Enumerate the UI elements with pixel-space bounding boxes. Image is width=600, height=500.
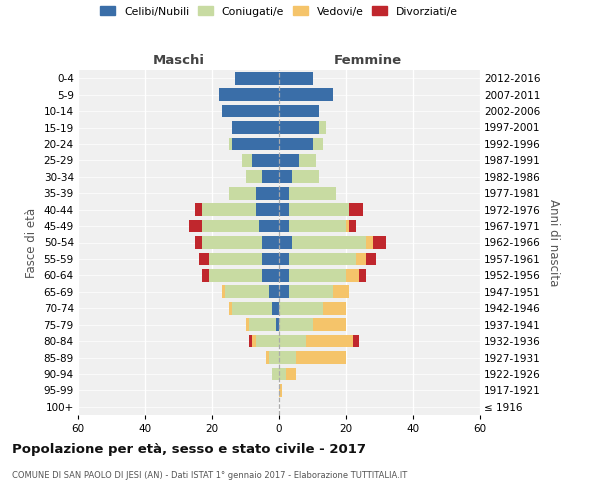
- Bar: [209, 269, 262, 282]
- Bar: [226, 286, 269, 298]
- Bar: [202, 236, 262, 249]
- Y-axis label: Anni di nascita: Anni di nascita: [547, 199, 560, 286]
- Bar: [235, 72, 279, 85]
- Bar: [232, 138, 279, 150]
- Bar: [188, 220, 202, 232]
- Bar: [232, 121, 279, 134]
- Bar: [292, 236, 366, 249]
- Text: Femmine: Femmine: [334, 54, 401, 68]
- Bar: [289, 220, 346, 232]
- Bar: [269, 351, 279, 364]
- Bar: [366, 236, 373, 249]
- Bar: [229, 302, 232, 314]
- Bar: [279, 368, 286, 380]
- Bar: [353, 334, 359, 347]
- Y-axis label: Fasce di età: Fasce di età: [25, 208, 38, 278]
- Bar: [209, 252, 262, 266]
- Bar: [289, 252, 356, 266]
- Bar: [279, 154, 299, 167]
- Bar: [262, 170, 279, 183]
- Bar: [279, 269, 289, 282]
- Text: Popolazione per età, sesso e stato civile - 2017: Popolazione per età, sesso e stato civil…: [12, 442, 366, 456]
- Bar: [292, 170, 319, 183]
- Bar: [359, 269, 366, 282]
- Bar: [346, 269, 359, 282]
- Bar: [289, 269, 346, 282]
- Bar: [256, 334, 279, 347]
- Bar: [222, 104, 279, 118]
- Bar: [252, 154, 279, 167]
- Bar: [279, 170, 292, 183]
- Bar: [299, 154, 316, 167]
- Bar: [306, 334, 353, 347]
- Bar: [256, 187, 279, 200]
- Bar: [245, 318, 249, 331]
- Text: Maschi: Maschi: [152, 54, 205, 68]
- Bar: [262, 269, 279, 282]
- Bar: [256, 203, 279, 216]
- Bar: [289, 203, 349, 216]
- Bar: [279, 351, 296, 364]
- Bar: [279, 88, 332, 101]
- Bar: [272, 368, 279, 380]
- Bar: [279, 138, 313, 150]
- Bar: [289, 286, 332, 298]
- Bar: [249, 334, 252, 347]
- Bar: [319, 121, 326, 134]
- Bar: [229, 138, 232, 150]
- Bar: [266, 351, 269, 364]
- Bar: [249, 318, 275, 331]
- Bar: [356, 252, 366, 266]
- Bar: [279, 187, 289, 200]
- Bar: [279, 286, 289, 298]
- Bar: [286, 368, 296, 380]
- Bar: [279, 334, 306, 347]
- Bar: [366, 252, 376, 266]
- Bar: [349, 220, 356, 232]
- Bar: [199, 252, 209, 266]
- Bar: [195, 236, 202, 249]
- Text: COMUNE DI SAN PAOLO DI JESI (AN) - Dati ISTAT 1° gennaio 2017 - Elaborazione TUT: COMUNE DI SAN PAOLO DI JESI (AN) - Dati …: [12, 471, 407, 480]
- Bar: [373, 236, 386, 249]
- Bar: [252, 334, 256, 347]
- Bar: [279, 121, 319, 134]
- Bar: [279, 384, 283, 397]
- Bar: [222, 286, 226, 298]
- Bar: [279, 220, 289, 232]
- Bar: [275, 318, 279, 331]
- Bar: [323, 302, 346, 314]
- Bar: [279, 252, 289, 266]
- Bar: [289, 187, 336, 200]
- Bar: [279, 318, 313, 331]
- Bar: [242, 154, 252, 167]
- Bar: [202, 220, 259, 232]
- Bar: [272, 302, 279, 314]
- Bar: [262, 252, 279, 266]
- Bar: [349, 203, 363, 216]
- Legend: Celibi/Nubili, Coniugati/e, Vedovi/e, Divorziati/e: Celibi/Nubili, Coniugati/e, Vedovi/e, Di…: [100, 6, 458, 16]
- Bar: [332, 286, 349, 298]
- Bar: [229, 187, 256, 200]
- Bar: [195, 203, 202, 216]
- Bar: [245, 170, 262, 183]
- Bar: [313, 138, 323, 150]
- Bar: [279, 236, 292, 249]
- Bar: [269, 286, 279, 298]
- Bar: [232, 302, 272, 314]
- Bar: [279, 72, 313, 85]
- Bar: [313, 318, 346, 331]
- Bar: [346, 220, 349, 232]
- Bar: [262, 236, 279, 249]
- Bar: [202, 203, 256, 216]
- Bar: [259, 220, 279, 232]
- Bar: [218, 88, 279, 101]
- Bar: [279, 203, 289, 216]
- Bar: [279, 302, 323, 314]
- Bar: [202, 269, 209, 282]
- Bar: [279, 104, 319, 118]
- Bar: [296, 351, 346, 364]
